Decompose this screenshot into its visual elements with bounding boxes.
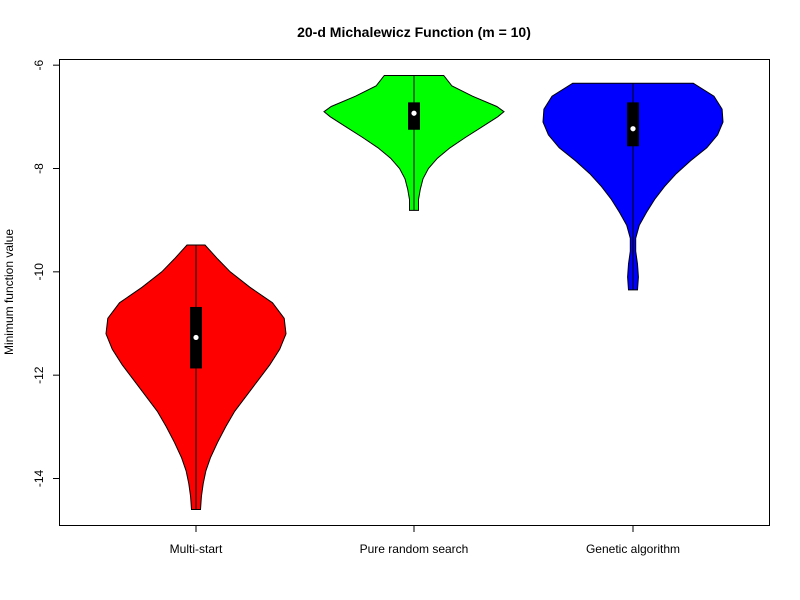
median-point-genetic-algorithm (630, 126, 636, 132)
violin-multi-start (105, 244, 287, 510)
y-tick-label: -14 (32, 470, 46, 488)
x-tick-label: Genetic algorithm (586, 542, 680, 556)
iqr-box-pure-random-search (408, 102, 420, 130)
y-axis-label: Minimum function value (2, 229, 16, 355)
x-axis: Multi-start Pure random search Genetic alg… (170, 525, 680, 556)
iqr-box-genetic-algorithm (627, 102, 639, 147)
violin-genetic-algorithm (542, 82, 724, 291)
y-tick-label: -8 (32, 163, 46, 174)
median-point-multi-start (193, 334, 199, 341)
violin-pure-random-search (323, 75, 505, 211)
x-tick-label: Multi-start (170, 542, 223, 556)
x-tick-label: Pure random search (360, 542, 469, 556)
violins-layer (105, 75, 724, 510)
y-tick-label: -10 (32, 263, 46, 281)
y-tick-label: -12 (32, 366, 46, 384)
y-tick-label: -6 (32, 60, 46, 71)
median-point-pure-random-search (411, 110, 417, 116)
y-axis: -14 -12 -10 -8 -6 (32, 60, 60, 488)
chart-title: 20-d Michalewicz Function (m = 10) (297, 24, 531, 40)
